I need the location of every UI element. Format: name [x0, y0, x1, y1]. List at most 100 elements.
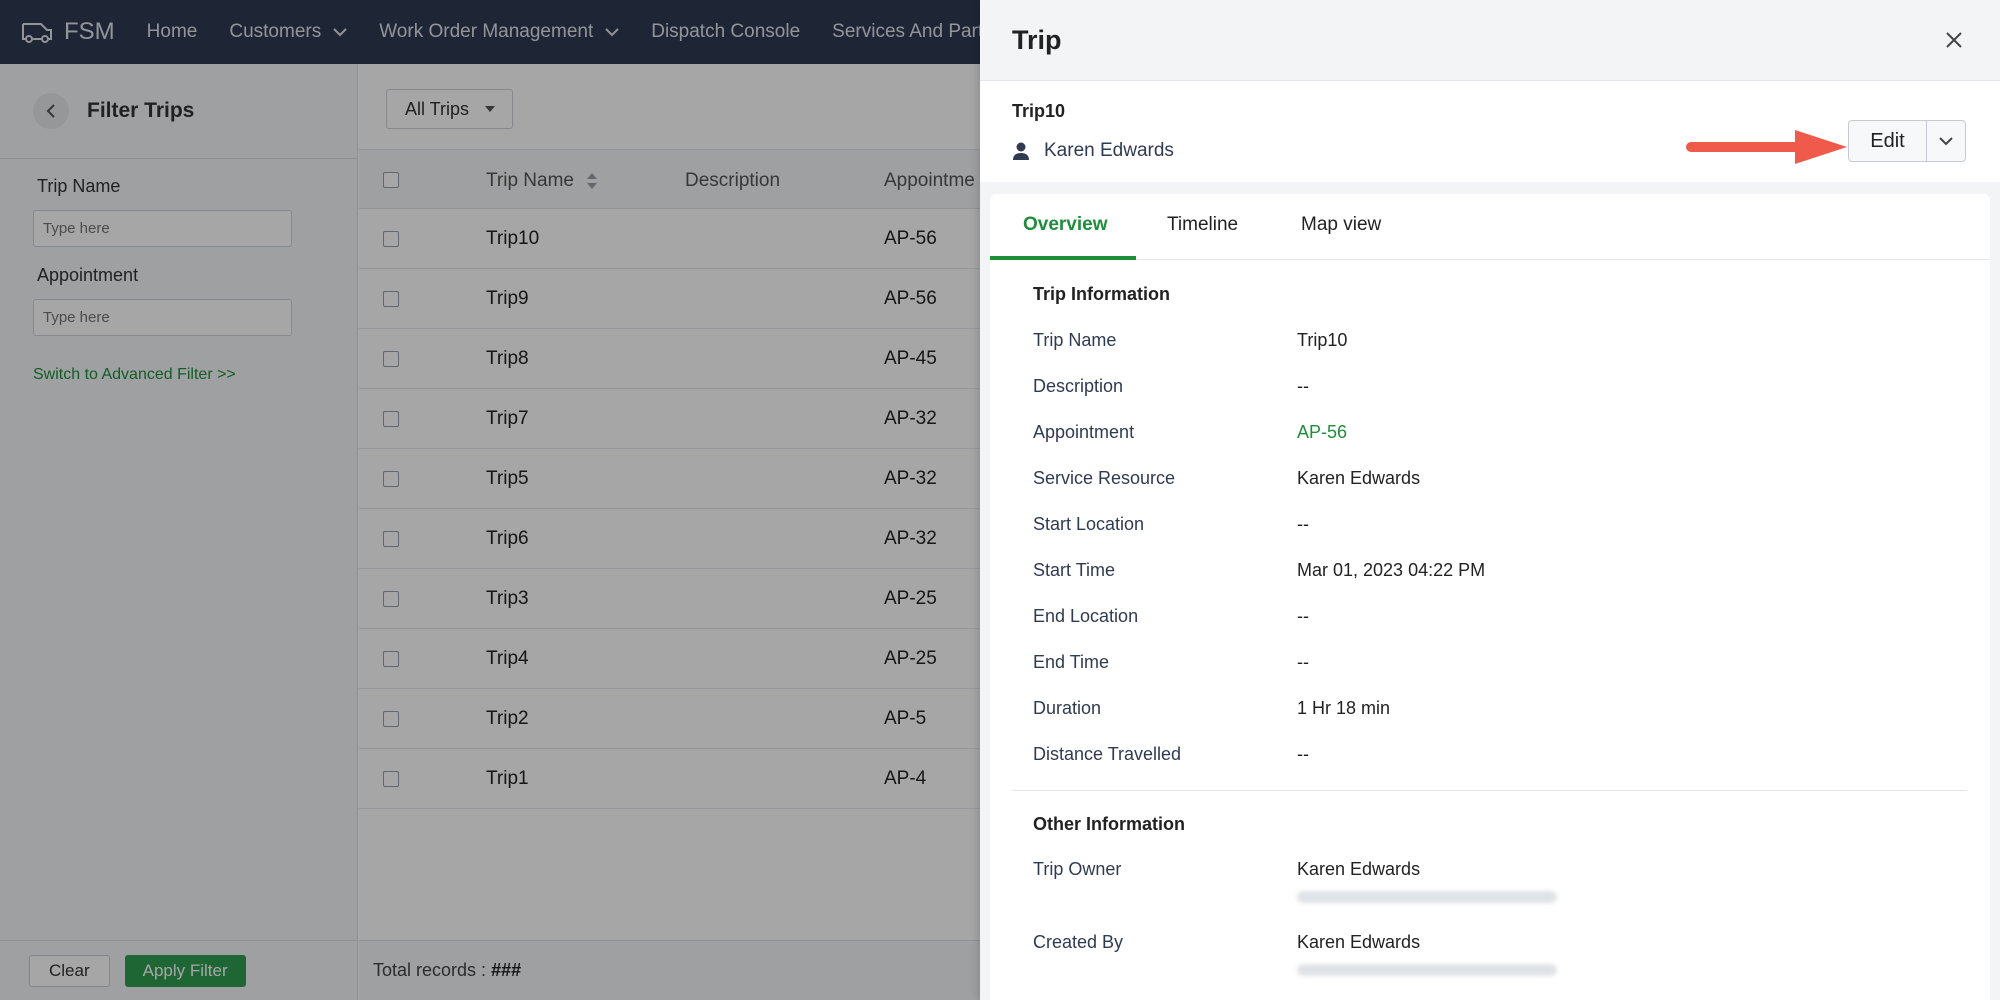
row-trip-name[interactable]: Trip1 — [486, 768, 529, 789]
chevron-down-icon — [605, 27, 619, 36]
nav-services-and-parts[interactable]: Services And Parts — [832, 21, 993, 43]
field-value-description: -- — [1297, 376, 1309, 396]
trip-name-filter-input[interactable] — [33, 210, 292, 247]
caret-down-icon — [485, 106, 496, 112]
tab-timeline[interactable]: Timeline — [1167, 214, 1239, 235]
column-description[interactable]: Description — [685, 170, 781, 191]
modal-overlay[interactable] — [0, 0, 980, 1000]
row-appointment: AP-4 — [884, 768, 927, 789]
row-checkbox[interactable] — [383, 651, 399, 667]
view-selector-label: All Trips — [405, 98, 470, 119]
row-checkbox[interactable] — [383, 471, 399, 487]
row-trip-name[interactable]: Trip4 — [486, 648, 529, 669]
nav-dispatch-console[interactable]: Dispatch Console — [651, 21, 800, 43]
other-information-title: Other Information — [1033, 814, 1185, 834]
close-icon[interactable] — [1944, 30, 1964, 50]
record-name: Trip10 — [1012, 101, 1066, 121]
field-value-end-location: -- — [1297, 606, 1309, 626]
filter-title: Filter Trips — [87, 99, 195, 122]
row-checkbox[interactable] — [383, 231, 399, 247]
appointment-filter-label: Appointment — [37, 265, 139, 285]
field-label-start-location: Start Location — [1033, 514, 1145, 534]
nav-work-order-management[interactable]: Work Order Management — [379, 21, 619, 43]
row-appointment: AP-25 — [884, 648, 937, 669]
annotation-arrow — [1686, 130, 1847, 164]
row-checkbox[interactable] — [383, 711, 399, 727]
sort-icon[interactable] — [587, 172, 597, 190]
brand-logo[interactable]: FSM — [20, 18, 115, 46]
nav-home[interactable]: Home — [147, 21, 198, 43]
back-button[interactable] — [33, 93, 69, 129]
field-value-end-time: -- — [1297, 652, 1309, 672]
van-icon — [22, 23, 52, 43]
tab-overview[interactable]: Overview — [1023, 214, 1108, 235]
field-label-start-time: Start Time — [1033, 560, 1116, 580]
detail-tabs: Overview Timeline Map view — [990, 194, 1990, 260]
field-value-distance-travelled: -- — [1297, 744, 1309, 764]
chevron-down-icon — [333, 27, 347, 36]
field-label-end-time: End Time — [1033, 652, 1110, 672]
row-checkbox[interactable] — [383, 351, 399, 367]
column-trip-name[interactable]: Trip Name — [486, 170, 574, 191]
owner-name[interactable]: Karen Edwards — [1044, 140, 1174, 161]
field-label-description: Description — [1033, 376, 1124, 396]
edit-button-group: Edit — [1848, 120, 1966, 162]
field-label-service-resource: Service Resource — [1033, 468, 1176, 488]
row-checkbox[interactable] — [383, 591, 399, 607]
field-value-service-resource: Karen Edwards — [1297, 468, 1421, 488]
advanced-filter-link[interactable]: Switch to Advanced Filter >> — [33, 366, 236, 383]
row-appointment: AP-25 — [884, 588, 937, 609]
row-appointment: AP-32 — [884, 468, 937, 489]
row-trip-name[interactable]: Trip5 — [486, 468, 529, 489]
nav-customers-label: Customers — [229, 21, 322, 42]
nav-work-order-label: Work Order Management — [379, 21, 594, 42]
row-trip-name[interactable]: Trip3 — [486, 588, 529, 609]
trip-detail-drawer: Trip Trip10 Karen Edwards Edit Overview … — [980, 0, 2000, 1000]
field-value-duration: 1 Hr 18 min — [1297, 698, 1391, 718]
trip-name-filter-label: Trip Name — [37, 176, 121, 196]
column-appointment[interactable]: Appointme — [884, 170, 975, 191]
chevron-down-icon — [1939, 136, 1953, 145]
redacted-email — [1297, 891, 1557, 903]
row-appointment: AP-45 — [884, 348, 937, 369]
field-value-appointment[interactable]: AP-56 — [1297, 422, 1348, 442]
field-label-created-by: Created By — [1033, 932, 1124, 952]
field-label-trip-owner: Trip Owner — [1033, 859, 1122, 879]
tab-map-view[interactable]: Map view — [1301, 214, 1382, 235]
row-checkbox[interactable] — [383, 291, 399, 307]
row-checkbox[interactable] — [383, 531, 399, 547]
row-appointment: AP-56 — [884, 228, 937, 249]
detail-card: Overview Timeline Map view Trip Informat… — [990, 194, 1990, 1000]
apply-filter-button[interactable]: Apply Filter — [124, 954, 246, 987]
brand-name: FSM — [64, 18, 115, 45]
edit-button[interactable]: Edit — [1849, 121, 1927, 161]
appointment-filter-input[interactable] — [33, 299, 292, 336]
total-records-label: Total records : — [373, 960, 487, 980]
field-label-duration: Duration — [1033, 698, 1102, 718]
row-appointment: AP-32 — [884, 408, 937, 429]
active-tab-indicator — [990, 256, 1136, 260]
field-label-trip-name: Trip Name — [1033, 330, 1117, 350]
row-trip-name[interactable]: Trip7 — [486, 408, 529, 429]
field-value-trip-name: Trip10 — [1297, 330, 1348, 350]
row-trip-name[interactable]: Trip2 — [486, 708, 529, 729]
section-divider — [1012, 790, 1967, 791]
filter-panel: Filter Trips Trip Name Appointment Switc… — [0, 64, 358, 1000]
row-trip-name[interactable]: Trip10 — [486, 228, 540, 249]
row-trip-name[interactable]: Trip8 — [486, 348, 529, 369]
row-checkbox[interactable] — [383, 771, 399, 787]
nav-customers[interactable]: Customers — [229, 21, 347, 43]
row-trip-name[interactable]: Trip6 — [486, 528, 529, 549]
field-label-appointment: Appointment — [1033, 422, 1135, 442]
drawer-header: Trip — [980, 0, 2000, 81]
field-value-trip-owner: Karen Edwards — [1297, 859, 1421, 879]
field-label-distance-travelled: Distance Travelled — [1033, 744, 1182, 764]
drawer-title: Trip — [1012, 24, 1062, 55]
select-all-checkbox[interactable] — [383, 172, 399, 188]
row-trip-name[interactable]: Trip9 — [486, 288, 529, 309]
clear-button[interactable]: Clear — [29, 954, 110, 987]
edit-dropdown-button[interactable] — [1927, 121, 1965, 161]
total-records: Total records : ### — [373, 960, 521, 981]
row-checkbox[interactable] — [383, 411, 399, 427]
view-selector[interactable]: All Trips — [386, 89, 513, 129]
